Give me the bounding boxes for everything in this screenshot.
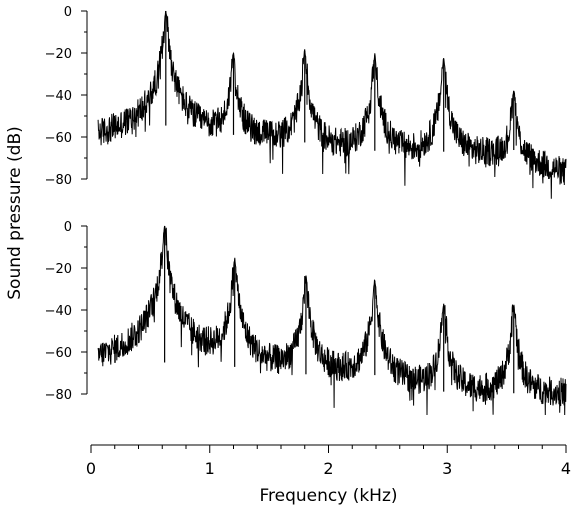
x-axis: 0 1 2 3 4 bbox=[86, 444, 571, 478]
spectrum-line bbox=[97, 225, 567, 416]
y-tick-label: −60 bbox=[45, 131, 72, 146]
y-tick-label: −40 bbox=[45, 304, 72, 319]
bottom-y-ticks: 0 −20 −40 −60 −80 bbox=[45, 220, 87, 403]
spectrum-line bbox=[97, 10, 567, 199]
y-tick-label: 0 bbox=[64, 220, 72, 235]
y-tick-label: −40 bbox=[45, 89, 72, 104]
y-tick-label: −80 bbox=[45, 388, 72, 403]
y-tick-label: −80 bbox=[45, 173, 72, 188]
y-tick-label: −20 bbox=[45, 262, 72, 277]
y-tick-label: 0 bbox=[64, 5, 72, 20]
bottom-panel: 0 −20 −40 −60 −80 bbox=[45, 220, 567, 416]
y-axis-label: Sound pressure (dB) bbox=[5, 126, 25, 300]
x-axis-label: Frequency (kHz) bbox=[259, 486, 397, 506]
x-tick-label: 3 bbox=[442, 459, 452, 478]
top-trace bbox=[97, 10, 567, 199]
y-tick-label: −60 bbox=[45, 346, 72, 361]
x-tick-label: 4 bbox=[561, 459, 571, 478]
bottom-trace bbox=[97, 225, 567, 416]
x-tick-label: 2 bbox=[323, 459, 333, 478]
top-panel: 0 −20 −40 −60 −80 bbox=[45, 5, 567, 199]
y-tick-label: −20 bbox=[45, 47, 72, 62]
x-ticks: 0 1 2 3 4 bbox=[86, 445, 571, 478]
top-y-ticks: 0 −20 −40 −60 −80 bbox=[45, 5, 87, 188]
x-tick-label: 1 bbox=[205, 459, 215, 478]
x-tick-label: 0 bbox=[86, 459, 96, 478]
